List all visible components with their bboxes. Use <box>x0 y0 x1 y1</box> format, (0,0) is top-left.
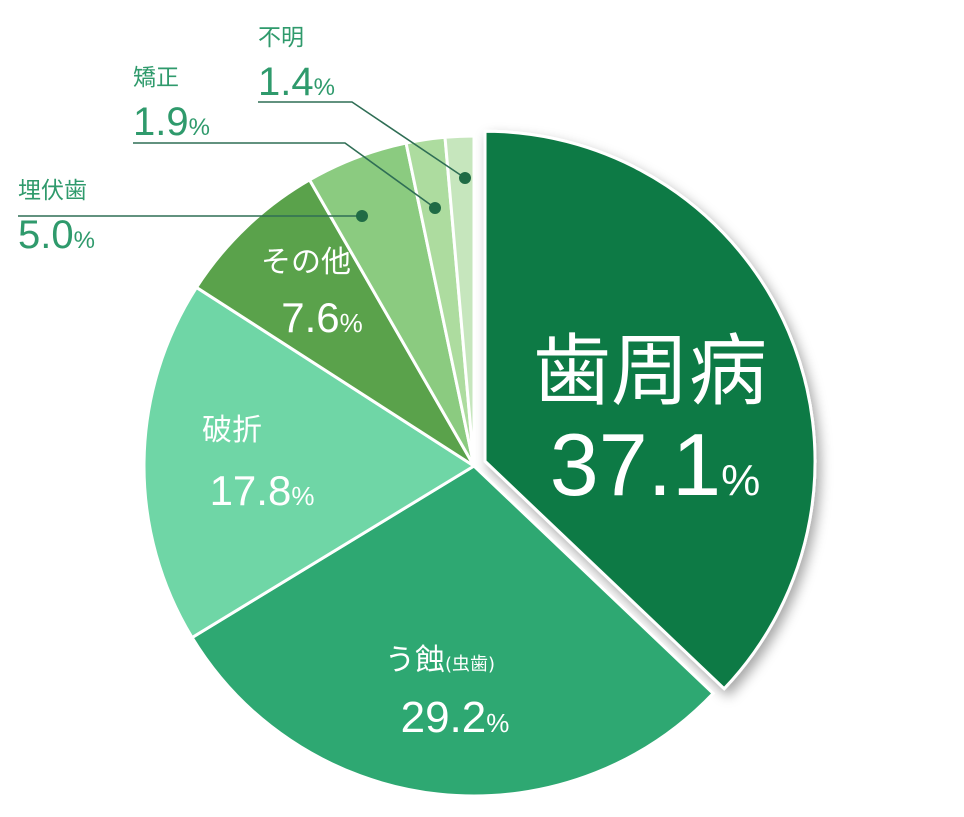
slice-value-fracture: 17.8% <box>210 467 315 514</box>
slice-label-other: その他 <box>261 245 351 280</box>
slice-label-orthodontic: 矯正 <box>133 65 179 91</box>
pie-slice-unknown <box>443 134 476 467</box>
slice-label-impacted: 埋伏歯 <box>18 178 87 204</box>
leader-line-unknown <box>258 101 466 179</box>
pie-slice-other <box>194 177 476 468</box>
slice-label-unknown: 不明 <box>258 25 304 51</box>
leader-line-orthodontic <box>133 142 436 209</box>
pie-slice-fracture <box>142 285 477 640</box>
leader-dot-impacted <box>356 210 368 222</box>
slice-value-other: 7.6% <box>281 294 363 341</box>
leader-dot-orthodontic <box>429 202 441 214</box>
slice-value-caries: 29.2% <box>401 693 510 742</box>
leader-dot-unknown <box>459 172 471 184</box>
slice-label-fracture: 破折 <box>202 413 262 448</box>
slice-value-periodontal: 37.1% <box>550 415 760 514</box>
pie-slice-periodontal <box>483 129 817 691</box>
pie-slice-caries <box>190 464 716 798</box>
slice-value-impacted: 5.0% <box>18 213 95 257</box>
slice-value-orthodontic: 1.9% <box>133 100 210 144</box>
slice-label-caries: う蝕(虫歯) <box>385 643 495 678</box>
slice-value-unknown: 1.4% <box>258 60 335 104</box>
slice-label-periodontal: 歯周病 <box>533 327 767 417</box>
